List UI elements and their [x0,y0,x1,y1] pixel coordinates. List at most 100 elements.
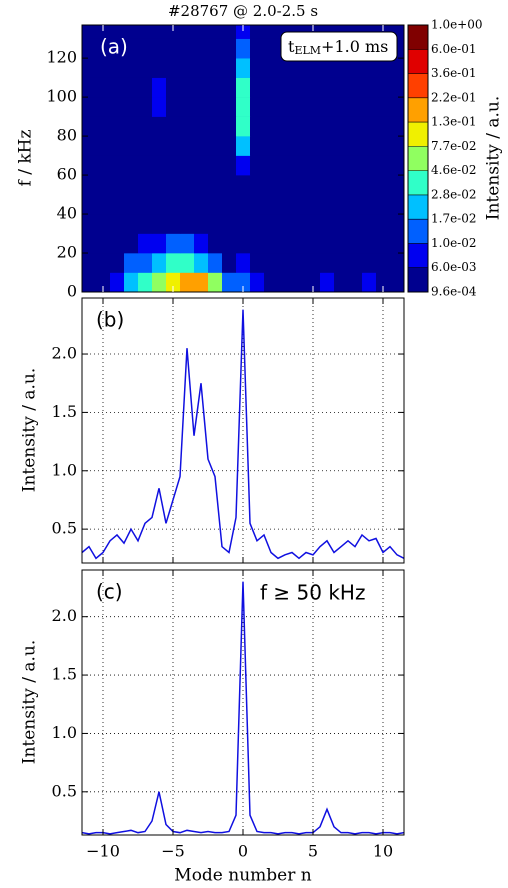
heat-cell [222,38,237,59]
plot-area [82,298,404,563]
heat-cell [180,155,195,176]
heat-cell [82,97,97,117]
heat-cell [208,272,223,292]
heat-cell [96,116,111,137]
heat-cell [334,194,349,215]
heat-cell [264,136,279,156]
heat-cell [320,155,335,176]
heat-cell [96,155,111,176]
heat-cell [306,272,321,292]
heat-cell [250,58,265,78]
panel-label: (c) [96,580,123,604]
heat-cell [320,77,335,98]
heat-cell [334,116,349,137]
heat-cell [138,194,153,215]
heat-cell [264,116,279,137]
heat-cell [292,77,307,98]
colorbar-band [408,219,428,244]
heat-cell [376,97,391,117]
heat-cell [110,58,125,78]
colorbar-band [408,122,428,147]
heat-cell [292,97,307,117]
heat-cell [208,214,223,234]
heat-cell [348,155,363,176]
heat-cell [348,194,363,215]
heat-cell [110,97,125,117]
heat-cell [306,136,321,156]
heat-cell [110,272,125,292]
heat-cell [194,58,209,78]
heat-cell [348,272,363,292]
heat-cell [152,116,167,137]
heat-cell [180,25,195,39]
heat-cell [124,25,139,39]
heat-cell [362,77,377,98]
heat-cell [250,38,265,59]
heat-cell [236,272,251,292]
heat-cell [334,272,349,292]
heat-cell [82,136,97,156]
heat-cell [166,97,181,117]
heat-cell [166,175,181,195]
heat-cell [236,253,251,273]
heat-cell [166,194,181,215]
heat-cell [152,25,167,39]
heat-cell [306,175,321,195]
heat-cell [306,58,321,78]
heat-cell [264,155,279,176]
heat-cell [334,175,349,195]
heat-cell [166,155,181,176]
heat-cell [250,253,265,273]
heat-cell [110,233,125,254]
heat-cell [250,175,265,195]
heat-cell [124,58,139,78]
heat-cell [278,116,293,137]
heat-cell [166,58,181,78]
heat-cell [264,194,279,215]
heat-cell [166,214,181,234]
heat-cell [180,136,195,156]
heat-cell [222,253,237,273]
heat-cell [362,155,377,176]
heat-cell [96,25,111,39]
heat-cell [110,77,125,98]
plot-area [82,25,404,292]
heat-cell [152,38,167,59]
heat-cell [334,155,349,176]
heat-cell [208,175,223,195]
heat-cell [250,194,265,215]
heat-cell [306,97,321,117]
heat-cell [152,77,167,98]
colorbar-band [408,25,428,50]
heat-cell [208,233,223,254]
heat-cell [362,116,377,137]
heat-cell [292,194,307,215]
heat-cell [250,25,265,39]
heat-cell [82,272,97,292]
heat-cell [264,97,279,117]
heat-cell [152,175,167,195]
heat-cell [194,136,209,156]
heat-cell [194,155,209,176]
heat-cell [124,97,139,117]
heat-cell [180,97,195,117]
heat-cell [236,25,251,39]
heat-cell [250,155,265,176]
heat-cell [82,58,97,78]
heat-cell [292,272,307,292]
heat-cell [222,214,237,234]
heat-cell [82,38,97,59]
heat-cell [278,77,293,98]
y-tick-label: 20 [57,243,77,262]
heat-cell [152,194,167,215]
heat-cell [320,253,335,273]
y-tick-label: 0.5 [52,519,77,538]
heat-cell [348,77,363,98]
heat-cell [348,214,363,234]
heat-cell [334,233,349,254]
heat-cell [292,155,307,176]
heat-cell [236,194,251,215]
heat-cell [362,136,377,156]
colorbar-tick-label: 9.6e-04 [431,285,477,299]
y-axis-label: Intensity / a.u. [20,640,40,765]
